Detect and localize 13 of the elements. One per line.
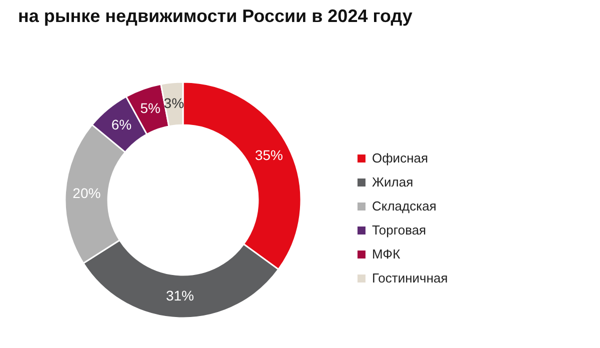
legend-label: Жилая: [372, 174, 414, 190]
legend-label: Гостиничная: [372, 270, 448, 286]
legend-label: Торговая: [372, 222, 426, 238]
data-label: 5%: [140, 100, 160, 116]
data-label: 6%: [111, 116, 132, 133]
data-label: 20%: [72, 184, 101, 201]
data-label: 31%: [166, 287, 194, 304]
chart-title: на рынке недвижимости России в 2024 году: [18, 6, 412, 26]
legend-label: МФК: [372, 246, 401, 262]
legend-label: Офисная: [372, 150, 428, 166]
data-label: 3%: [164, 94, 184, 111]
data-label: 35%: [254, 147, 283, 164]
legend-label: Складская: [372, 198, 436, 214]
